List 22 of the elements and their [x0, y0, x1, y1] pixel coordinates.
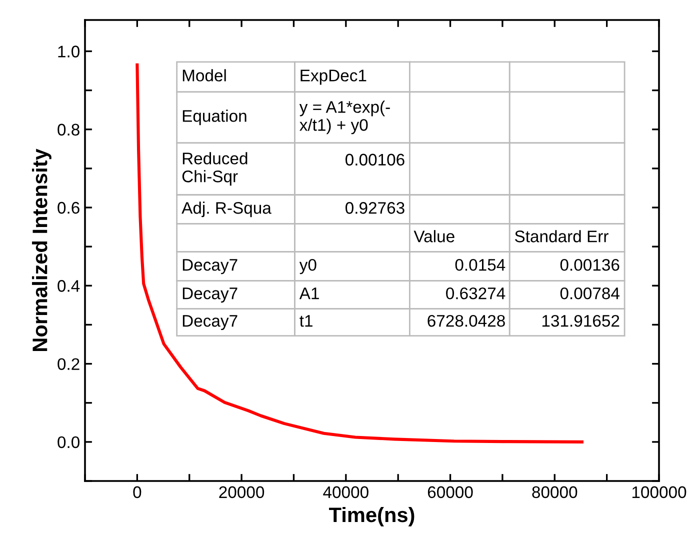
x-tick-label: 40000	[323, 486, 368, 498]
text: Reduced Chi-Sqr 0.00106	[182, 152, 404, 186]
text: Value Standard Err	[414, 230, 608, 242]
text: Decay7 y0 0.0154 0.00136	[182, 259, 620, 274]
y-tick-label: 0.6	[58, 202, 80, 214]
text: Decay7 A1 0.63274 0.00784	[182, 287, 620, 303]
text: Adj. R-Squa 0.92763	[182, 202, 404, 218]
y-tick-label: 1.0	[58, 46, 80, 58]
text: Decay7 t1 6728.0428 131.91652	[182, 314, 620, 330]
x-axis-title: Time(ns)	[329, 506, 414, 526]
text: Equation y = A1*exp(- x/t1) + y0	[182, 100, 390, 134]
x-tick-label: 0	[133, 486, 142, 498]
x-tick-label: 20000	[219, 486, 264, 498]
y-tick-label: 0.0	[58, 436, 80, 448]
x-tick-label: 100000	[632, 486, 686, 498]
x-tick-label: 80000	[532, 486, 578, 498]
x-tick-label: 60000	[428, 486, 473, 498]
y-axis-title: Normalized Intensity	[32, 148, 52, 351]
y-tick-label: 0.4	[58, 280, 80, 292]
y-tick-label: 0.2	[58, 358, 80, 370]
y-tick-label: 0.8	[58, 124, 80, 136]
text: Model ExpDec1	[182, 69, 366, 85]
